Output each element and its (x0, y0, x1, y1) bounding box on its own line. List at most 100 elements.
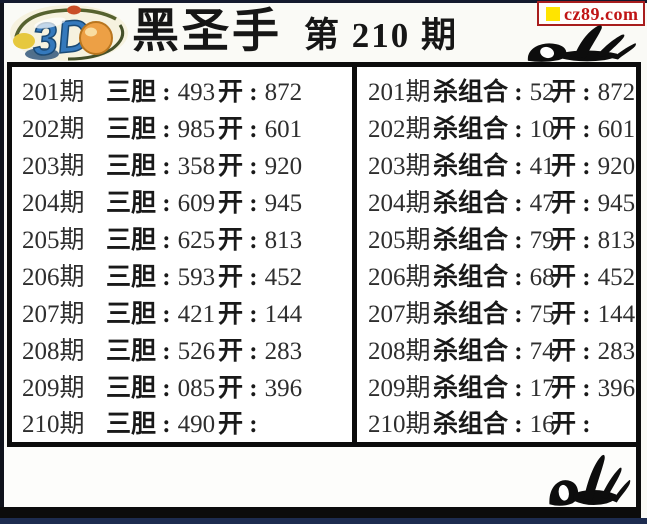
open-label: 开 : (218, 263, 258, 291)
pick-value: 74 (529, 337, 555, 365)
page-title: 黑圣手 第 210 期 (132, 2, 458, 62)
open-cell: 开 : 452 (551, 257, 636, 293)
pick-cell: 杀组合 : 17 (433, 368, 555, 404)
site-badge[interactable]: cz89.com (537, 1, 645, 26)
period-label: 208期 (22, 337, 85, 365)
open-label: 开 : (218, 227, 258, 254)
open-label: 开 : (551, 227, 591, 254)
pick-label: 杀组合 : (433, 374, 523, 402)
ok-hand-signature-top-icon (527, 25, 637, 62)
pick-label: 杀组合 : (433, 79, 523, 107)
open-value: 920 (264, 153, 303, 181)
pick-value: 41 (529, 153, 555, 181)
open-label: 开 : (551, 116, 591, 144)
pick-value: 609 (177, 190, 216, 218)
open-label: 开 : (551, 79, 591, 107)
pick-cell: 三胆 : 085 (106, 368, 218, 404)
outer-border-left (0, 0, 4, 517)
open-value: 945 (597, 190, 636, 218)
open-value: 920 (597, 153, 636, 181)
pick-cell: 杀组合 : 10 (433, 109, 555, 145)
open-cell: 开 : 945 (551, 183, 636, 219)
open-cell: 开 : (218, 404, 352, 440)
pick-cell: 三胆 : 358 (106, 146, 218, 182)
pick-value: 16 (529, 411, 555, 439)
open-value: 872 (264, 79, 303, 107)
period-label: 202期 (368, 116, 431, 144)
open-label: 开 : (218, 300, 258, 328)
three-dan-column: 201期 三胆 : 493 开 : 872 202期 三胆 : 985 开 : … (12, 67, 352, 442)
pick-value: 493 (177, 79, 216, 107)
period-label: 201期 (368, 79, 431, 107)
pick-cell: 三胆 : 490 (106, 404, 218, 440)
period-label: 206期 (368, 263, 431, 291)
open-cell: 开 : 813 (218, 220, 352, 256)
open-label: 开 : (551, 374, 591, 402)
open-label: 开 : (551, 263, 591, 291)
logo-yellow-blob (13, 33, 35, 49)
period-label: 201期 (22, 79, 85, 107)
open-cell: 开 : 283 (218, 331, 352, 367)
pick-label: 杀组合 : (433, 300, 523, 328)
open-value: 396 (597, 374, 636, 402)
open-value: 813 (597, 227, 636, 254)
outer-border-bottom-navy (0, 518, 647, 524)
pick-value: 085 (177, 374, 216, 402)
table-row: 204期 三胆 : 609 开 : 945 (12, 183, 352, 219)
open-value: 601 (597, 116, 636, 144)
table-row: 206期 杀组合 : 68 开 : 452 (357, 257, 636, 293)
open-cell: 开 : 144 (551, 294, 636, 330)
table-row: 208期 三胆 : 526 开 : 283 (12, 331, 352, 367)
open-value: 601 (264, 116, 303, 144)
period-label: 209期 (22, 374, 85, 402)
table-row: 208期 杀组合 : 74 开 : 283 (357, 331, 636, 367)
open-value: 144 (264, 300, 303, 328)
pick-label: 三胆 : (106, 411, 171, 439)
pick-cell: 三胆 : 593 (106, 257, 218, 293)
open-label: 开 : (218, 337, 258, 365)
open-label: 开 : (218, 153, 258, 181)
table-row: 205期 杀组合 : 79 开 : 813 (357, 220, 636, 256)
pick-label: 三胆 : (106, 300, 171, 328)
ok-hand-signature-bottom-icon (549, 454, 631, 506)
open-value: 283 (597, 337, 636, 365)
table-row: 207期 三胆 : 421 开 : 144 (12, 294, 352, 330)
pick-label: 杀组合 : (433, 153, 523, 181)
open-label: 开 : (551, 300, 591, 328)
pick-label: 杀组合 : (433, 411, 523, 439)
open-label: 开 : (218, 79, 258, 107)
open-value: 396 (264, 374, 303, 402)
open-value: 945 (264, 190, 303, 218)
site-domain[interactable]: cz89.com (564, 3, 639, 24)
period-label: 206期 (22, 263, 85, 291)
table-row: 206期 三胆 : 593 开 : 452 (12, 257, 352, 293)
open-cell: 开 : 396 (218, 368, 352, 404)
pick-value: 358 (177, 153, 216, 181)
pick-label: 杀组合 : (433, 263, 523, 291)
logo-3d: 3D (10, 5, 128, 63)
pick-value: 17 (529, 374, 555, 402)
footer-strip (4, 447, 636, 507)
title-main: 黑圣手 (132, 6, 282, 58)
pick-label: 三胆 : (106, 337, 171, 365)
period-label: 205期 (22, 227, 85, 254)
pick-cell: 杀组合 : 75 (433, 294, 555, 330)
pick-value: 985 (177, 116, 216, 144)
kill-combo-column: 201期 杀组合 : 52 开 : 872 202期 杀组合 : 10 开 : … (357, 67, 636, 442)
outer-border-bottom (0, 507, 641, 518)
open-cell: 开 : 283 (551, 331, 636, 367)
pick-value: 79 (529, 227, 555, 254)
open-label: 开 : (551, 411, 591, 439)
pick-label: 杀组合 : (433, 190, 523, 218)
table-row: 210期 三胆 : 490 开 : (12, 404, 352, 440)
pick-cell: 杀组合 : 79 (433, 220, 555, 256)
column-divider (352, 67, 357, 442)
pick-cell: 三胆 : 421 (106, 294, 218, 330)
period-label: 204期 (22, 190, 85, 218)
open-value: 283 (264, 337, 303, 365)
pick-value: 593 (177, 263, 216, 291)
open-label: 开 : (551, 190, 591, 218)
period-label: 207期 (22, 300, 85, 328)
table-row: 203期 三胆 : 358 开 : 920 (12, 146, 352, 182)
period-label: 203期 (22, 153, 85, 181)
